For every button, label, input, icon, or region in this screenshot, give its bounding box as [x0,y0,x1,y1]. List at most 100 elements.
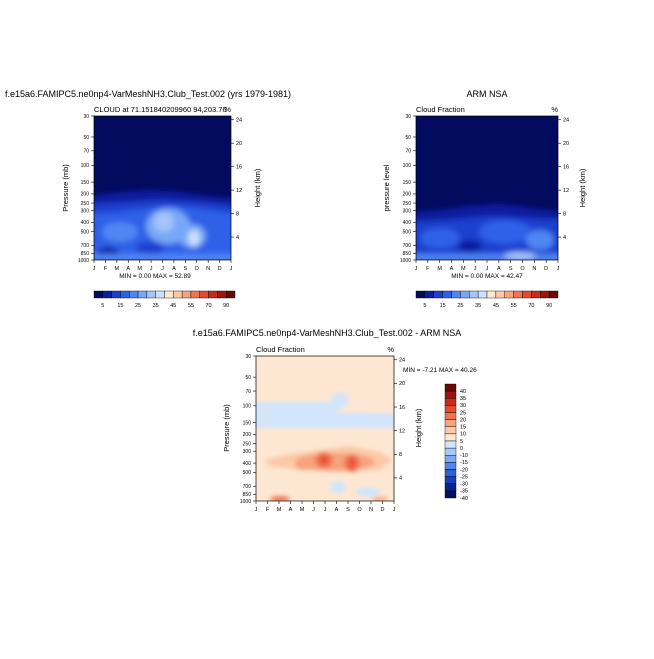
y-tick-label: 1000 [240,499,251,505]
y2-tick-label: 20 [399,381,405,387]
y-tick-label: 200 [81,192,90,198]
colorbar-label: 5 [460,439,463,445]
panel-model-y2label: Height (km) [253,168,262,207]
y2-tick-label: 8 [563,211,566,217]
x-tick-label: M [277,507,282,513]
colorbar-swatch [424,290,434,299]
y-tick-label: 500 [81,229,90,235]
y2-tick-label: 24 [399,358,405,364]
colorbar-swatch [444,469,457,477]
x-tick-label: D [381,507,385,513]
panel-diff-y2label: Height (km) [414,408,423,447]
colorbar-swatch [444,476,457,484]
y2-tick-label: 24 [563,118,569,124]
colorbar-swatch [173,290,183,299]
x-tick-label: J [557,266,560,272]
x-tick-label: M [300,507,305,513]
y-tick-label: 300 [403,208,412,214]
x-tick-label: A [450,266,454,272]
colorbar-swatch [522,290,532,299]
y2-tick-label: 16 [236,164,242,170]
y-tick-label: 50 [245,375,251,381]
y-tick-label: 400 [81,220,90,226]
y-tick-label: 700 [243,484,252,490]
x-tick-label: S [509,266,513,272]
y2-tick-label: 4 [399,476,402,482]
colorbar-label: 35 [460,396,466,402]
colorbar-label: 40 [460,389,466,395]
y2-tick-label: 20 [563,141,569,147]
x-tick-label: J [93,266,96,272]
x-tick-label: N [532,266,536,272]
y-tick-label: 30 [83,114,89,120]
colorbar-label: 5 [101,303,104,309]
y2-tick-label: 12 [399,428,405,434]
x-tick-label: J [486,266,489,272]
y-tick-label: 1000 [78,258,89,264]
colorbar-label: -25 [460,474,468,480]
colorbar-swatch [495,290,505,299]
colorbar-swatch [513,290,523,299]
x-tick-label: J [161,266,164,272]
colorbar-label: 30 [460,403,466,409]
y2-tick-label: 16 [563,164,569,170]
colorbar-swatch [155,290,165,299]
y2-tick-label: 8 [399,452,402,458]
y2-tick-label: 20 [236,141,242,147]
colorbar-label: 25 [460,410,466,416]
colorbar-label: 25 [457,303,463,309]
x-tick-label: A [172,266,176,272]
colorbar-swatch [486,290,497,299]
y-tick-label: 30 [245,354,251,360]
colorbar-label: -20 [460,467,468,473]
panel-obs-colorbar: 5 15 25 35 45 55 70 90 [415,290,559,309]
colorbar-swatch [444,390,457,399]
y-tick-label: 300 [81,208,90,214]
y-tick-label: 30 [405,114,411,120]
x-tick-label: O [357,507,362,513]
y-tick-label: 70 [83,149,89,155]
y-tick-label: 200 [403,192,412,198]
panel-model-right-label: % [224,105,231,114]
y-tick-label: 1000 [400,258,411,264]
y-tick-label: 850 [81,251,90,257]
colorbar-swatch [137,290,148,299]
colorbar-label: 45 [493,303,499,309]
x-tick-label: F [266,507,270,513]
panel-obs-right-label: % [551,105,558,114]
x-tick-label: N [206,266,210,272]
panel-obs-ylabel: pressure level [382,164,391,211]
colorbar-swatch [433,290,443,299]
panel-model-ylabel: Pressure (mb) [61,164,70,212]
panel-diff-title: f.e15a6.FAMIPC5.ne0np4-VarMeshNH3.Club_T… [193,328,461,338]
y2-tick-label: 16 [399,405,405,411]
colorbar-label: 15 [460,425,466,431]
colorbar-swatch [444,433,457,442]
x-tick-label: F [426,266,430,272]
x-tick-label: O [520,266,525,272]
colorbar-swatch [444,383,457,392]
colorbar-swatch [444,426,457,435]
colorbar-swatch [146,290,156,299]
x-tick-label: J [324,507,327,513]
panel-model-left-label: CLOUD at 71.151840209960 94,203.76 [94,105,227,114]
colorbar-swatch [540,290,550,299]
panel-obs: ARM NSA Cloud Fraction % J F M A M J J A S O N D J 30… [382,89,587,309]
colorbar-swatch [444,405,457,413]
colorbar-label: -10 [460,453,468,459]
colorbar-swatch [444,462,457,470]
colorbar-swatch [129,290,139,299]
x-tick-label: D [544,266,548,272]
colorbar-swatch [444,447,457,456]
colorbar-swatch [504,290,514,299]
colorbar-swatch [444,440,457,449]
x-tick-label: A [335,507,339,513]
panel-model-title: f.e15a6.FAMIPC5.ne0np4-VarMeshNH3.Club_T… [5,89,291,99]
x-tick-label: D [218,266,222,272]
panel-obs-stats: MIN = 0.00 MAX = 42.47 [451,273,523,280]
y-tick-label: 50 [83,135,89,141]
panel-diff: f.e15a6.FAMIPC5.ne0np4-VarMeshNH3.Club_T… [193,328,477,513]
colorbar-swatch [93,290,104,299]
